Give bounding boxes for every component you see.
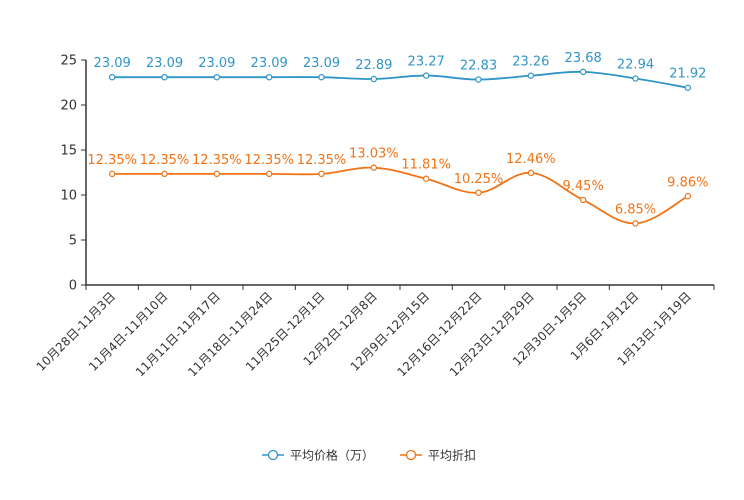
data-point [527, 169, 535, 177]
legend[interactable]: 平均价格（万） 平均折扣 [262, 448, 476, 463]
legend-item-0[interactable]: 平均价格（万） [262, 448, 374, 463]
data-point [213, 73, 221, 81]
legend-item-1[interactable]: 平均折扣 [400, 448, 476, 463]
legend-marker-icon [267, 449, 279, 461]
y-tick-label: 20 [60, 99, 77, 114]
data-label: 12.35% [87, 153, 137, 168]
data-point [684, 193, 692, 200]
data-point [632, 220, 639, 227]
legend-label: 平均价格（万） [290, 448, 374, 463]
data-label: 9.86% [667, 175, 708, 190]
data-label: 23.09 [146, 56, 183, 71]
data-point [318, 170, 325, 178]
y-tick-label: 5 [69, 234, 77, 249]
data-label: 12.35% [244, 153, 294, 168]
data-point [422, 72, 430, 79]
data-label: 13.03% [349, 147, 399, 162]
data-label: 10.25% [454, 172, 504, 187]
data-point [108, 170, 116, 178]
data-label: 23.26 [512, 55, 549, 70]
y-tick-label: 0 [69, 279, 77, 294]
data-label: 23.09 [251, 56, 288, 71]
data-point [579, 68, 587, 76]
data-label: 11.81% [401, 158, 451, 173]
data-point [108, 73, 116, 81]
data-label: 22.94 [617, 58, 654, 73]
data-point [370, 164, 378, 171]
data-point [579, 196, 587, 204]
data-label: 22.89 [355, 58, 392, 73]
series-line [112, 166, 689, 225]
data-label: 22.83 [460, 59, 497, 74]
y-axis-ticks: 0 5 10 15 20 25 [60, 54, 86, 294]
legend-label: 平均折扣 [428, 448, 476, 463]
data-point [370, 75, 378, 83]
data-point [318, 73, 325, 81]
series-1: 12.35% 12.35% 12.35% 12.35% 12.35% 13.03%11.8… [87, 147, 708, 227]
data-point [265, 170, 273, 178]
data-label: 12.35% [297, 153, 347, 168]
data-label: 12.46% [506, 152, 556, 167]
legend-marker-icon [405, 449, 417, 461]
data-label: 23.09 [94, 56, 131, 71]
series-0: 23.09 23.09 23.09 23.09 23.09 22.89 23.27 22.83… [94, 51, 706, 91]
data-point [213, 170, 221, 178]
x-axis-ticks: 10月28日-11月3日11月4日-11月10日11月11日-11月17日11月… [34, 285, 715, 379]
data-label: 23.68 [565, 51, 602, 66]
data-point [527, 72, 535, 79]
data-point [684, 84, 692, 91]
y-tick-label: 25 [60, 54, 77, 69]
data-point [422, 175, 430, 182]
y-tick-label: 10 [60, 189, 77, 204]
data-point [265, 73, 273, 81]
data-label: 23.09 [198, 56, 235, 71]
series-group: 23.09 23.09 23.09 23.09 23.09 22.89 23.27 22.83… [87, 51, 708, 227]
series-line [112, 70, 688, 89]
data-label: 23.27 [408, 55, 445, 70]
data-point [475, 189, 482, 196]
data-label: 23.09 [303, 56, 340, 71]
data-point [475, 76, 482, 83]
y-tick-label: 15 [60, 144, 77, 159]
data-point [632, 75, 639, 82]
data-label: 12.35% [192, 153, 242, 168]
data-point [161, 170, 168, 178]
data-label: 6.85% [615, 202, 656, 217]
data-label: 21.92 [669, 67, 706, 82]
data-point [161, 73, 168, 81]
data-label: 9.45% [563, 179, 604, 194]
data-label: 12.35% [140, 153, 190, 168]
